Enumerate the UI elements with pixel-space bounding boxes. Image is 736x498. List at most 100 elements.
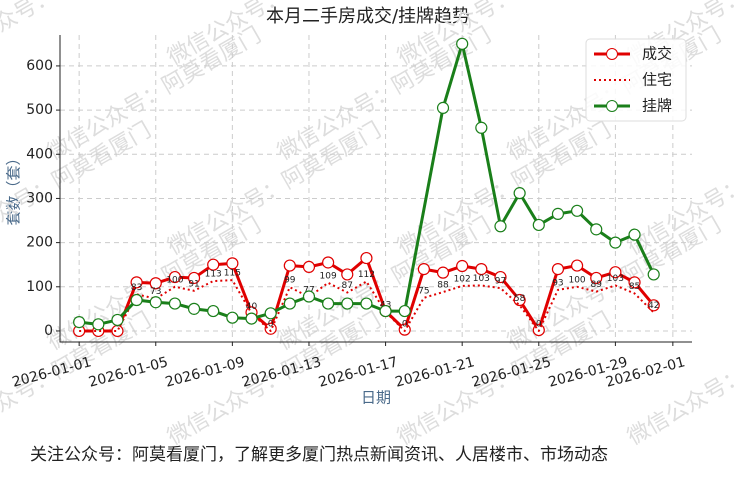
marker [187,302,201,315]
marker [628,276,641,289]
marker [302,290,316,303]
marker [149,277,162,290]
marker [111,313,124,327]
data-label: 91 [188,279,199,289]
data-label: 97 [495,277,506,287]
data-label: 87 [342,281,353,291]
marker [207,258,220,271]
marker [647,299,660,312]
watermark: 微信公众号：阿莫看厦门 [0,0,156,70]
data-label: 112 [358,270,375,280]
marker [322,297,335,310]
data-label: 93 [552,278,563,288]
marker [609,266,622,279]
marker [226,311,239,324]
y-tick-label: 200 [26,235,53,251]
data-label: 75 [418,286,429,296]
marker [302,260,316,274]
x-tick-label: 2026-01-21 [394,354,477,391]
marker [264,307,277,320]
marker [628,228,641,241]
chart-title: 本月二手房成交/挂牌趋势 [266,6,470,27]
x-tick-label: 2026-01-09 [164,354,247,391]
axis-frame [59,35,692,343]
data-label: 58 [514,294,526,304]
marker [398,304,411,318]
footer: 关注公众号：阿莫看厦门，了解更多厦门热点新闻资讯、人居楼市、市场动态 [30,445,608,465]
marker [92,318,105,331]
data-label: 73 [150,287,161,297]
y-tick-label: 0 [44,323,53,339]
marker [570,259,584,272]
data-label: 0 [268,319,274,329]
legend-label: 挂牌 [642,97,672,115]
marker [590,223,603,236]
marker [168,297,182,310]
marker [379,304,392,318]
data-label: 89 [591,280,603,290]
marker [360,297,373,310]
marker [130,293,143,307]
marker [149,296,162,309]
marker [130,276,143,289]
y-tick-label: 100 [26,279,53,295]
data-label: 88 [437,281,449,291]
marker [475,121,488,134]
legend-label: 住宅 [642,71,672,89]
marker [417,263,430,276]
marker [475,263,488,276]
marker [456,37,469,50]
marker [494,270,507,284]
marker [283,297,296,310]
marker [436,266,450,279]
marker [551,263,565,276]
marker [207,304,220,318]
marker [551,207,565,220]
marker [456,259,469,273]
marker [513,187,526,200]
marker [647,268,660,281]
marker [341,268,354,281]
marker [360,251,373,265]
data-label: 100 [166,275,183,285]
marker [226,257,239,270]
data-label: 103 [607,274,624,284]
marker [570,204,584,217]
data-label: 42 [648,301,659,311]
data-label: 103 [473,274,490,284]
data-label: 115 [224,269,241,279]
legend-marker [606,100,618,112]
marker [609,236,622,249]
legend-label: 成交 [642,45,672,63]
y-tick-label: 500 [26,102,53,118]
marker [341,297,354,310]
watermark: 微信公众号：阿莫看厦门 [164,118,386,261]
marker [590,271,603,285]
y-tick-label: 300 [26,190,53,206]
marker [322,256,335,269]
marker [494,220,507,233]
marker [264,322,277,335]
data-label: 83 [131,283,142,293]
data-label: 85 [629,282,640,292]
x-axis-label: 日期 [361,389,391,407]
marker [436,101,450,114]
series-line [79,279,655,332]
data-label: 100 [568,275,585,285]
marker [168,270,182,284]
data-label: 0 [536,319,542,329]
data-label: 102 [454,274,471,284]
data-label: 109 [320,271,337,281]
marker [245,312,258,325]
data-label: 99 [284,276,296,286]
y-tick-label: 400 [26,146,53,162]
legend-marker [606,48,618,60]
marker [532,218,545,232]
y-axis-label: 套数（套） [5,150,23,225]
marker [73,316,86,329]
data-label: 0 [402,319,408,329]
data-label: 40 [246,302,258,312]
marker [283,259,296,272]
